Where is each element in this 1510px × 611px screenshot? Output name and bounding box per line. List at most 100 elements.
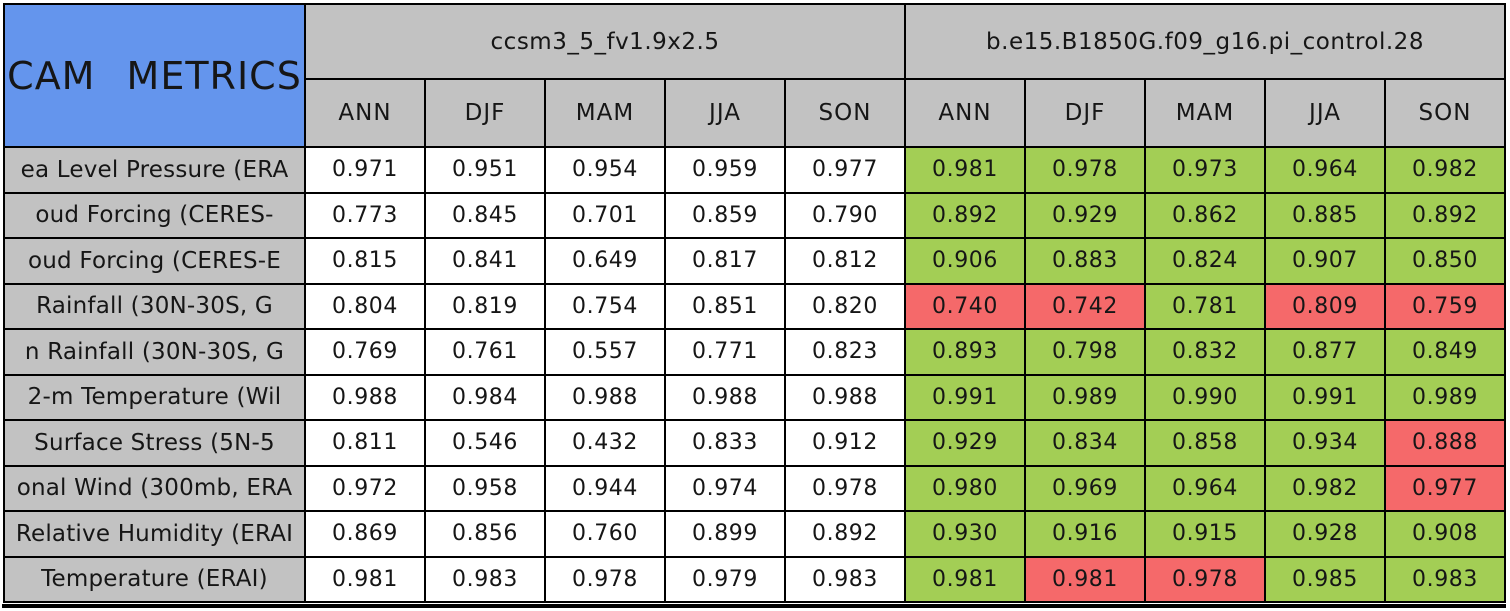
metric-value-cell: 0.912 [786, 421, 906, 467]
metric-value-cell: 0.809 [1266, 284, 1386, 330]
metric-value-cell: 0.916 [1026, 512, 1146, 558]
metric-value-cell: 0.819 [426, 284, 546, 330]
season-header-djf: DJF [426, 80, 546, 148]
metric-value-cell: 0.754 [546, 284, 666, 330]
metric-value-cell: 0.973 [1146, 148, 1266, 194]
metric-value-cell: 0.820 [786, 284, 906, 330]
season-header-mam: MAM [1146, 80, 1266, 148]
metric-value-cell: 0.841 [426, 239, 546, 285]
metric-value-cell: 0.892 [786, 512, 906, 558]
metric-value-cell: 0.977 [1386, 466, 1506, 512]
metric-value-cell: 0.781 [1146, 284, 1266, 330]
season-header-son: SON [1386, 80, 1506, 148]
metric-value-cell: 0.990 [1146, 375, 1266, 421]
metric-value-cell: 0.771 [666, 330, 786, 376]
metric-value-cell: 0.869 [306, 512, 426, 558]
season-header-ann: ANN [306, 80, 426, 148]
metric-value-cell: 0.989 [1386, 375, 1506, 421]
metric-value-cell: 0.964 [1146, 466, 1266, 512]
metric-value-cell: 0.773 [306, 193, 426, 239]
metric-value-cell: 0.760 [546, 512, 666, 558]
metric-value-cell: 0.817 [666, 239, 786, 285]
metric-value-cell: 0.824 [1146, 239, 1266, 285]
metric-value-cell: 0.557 [546, 330, 666, 376]
metric-value-cell: 0.832 [1146, 330, 1266, 376]
metric-value-cell: 0.983 [1386, 557, 1506, 603]
metric-value-cell: 0.432 [546, 421, 666, 467]
metric-value-cell: 0.972 [306, 466, 426, 512]
season-header-son: SON [786, 80, 906, 148]
metric-value-cell: 0.815 [306, 239, 426, 285]
metric-label: n Rainfall (30N-30S, G [5, 330, 306, 376]
metric-label: oud Forcing (CERES- [5, 193, 306, 239]
model-header-ccsm3: ccsm3_5_fv1.9x2.5 [306, 5, 906, 80]
metric-value-cell: 0.858 [1146, 421, 1266, 467]
metric-value-cell: 0.985 [1266, 557, 1386, 603]
metric-value-cell: 0.862 [1146, 193, 1266, 239]
metric-value-cell: 0.978 [1026, 148, 1146, 194]
metric-value-cell: 0.899 [666, 512, 786, 558]
metric-value-cell: 0.769 [306, 330, 426, 376]
metric-value-cell: 0.951 [426, 148, 546, 194]
metric-value-cell: 0.989 [1026, 375, 1146, 421]
metric-value-cell: 0.971 [306, 148, 426, 194]
metric-value-cell: 0.546 [426, 421, 546, 467]
metric-value-cell: 0.981 [306, 557, 426, 603]
metric-value-cell: 0.958 [426, 466, 546, 512]
metric-label: onal Wind (300mb, ERA [5, 466, 306, 512]
metric-value-cell: 0.964 [1266, 148, 1386, 194]
metric-value-cell: 0.906 [906, 239, 1026, 285]
metric-value-cell: 0.761 [426, 330, 546, 376]
metric-value-cell: 0.908 [1386, 512, 1506, 558]
metric-value-cell: 0.893 [906, 330, 1026, 376]
metric-value-cell: 0.851 [666, 284, 786, 330]
metric-value-cell: 0.954 [546, 148, 666, 194]
metric-value-cell: 0.984 [426, 375, 546, 421]
metric-value-cell: 0.981 [906, 557, 1026, 603]
model-header-b-e15: b.e15.B1850G.f09_g16.pi_control.28 [906, 5, 1506, 80]
metric-value-cell: 0.991 [906, 375, 1026, 421]
metric-value-cell: 0.978 [1146, 557, 1266, 603]
season-header-mam: MAM [546, 80, 666, 148]
metric-value-cell: 0.888 [1386, 421, 1506, 467]
metric-value-cell: 0.981 [1026, 557, 1146, 603]
metric-value-cell: 0.983 [426, 557, 546, 603]
season-header-jja: JJA [1266, 80, 1386, 148]
season-header-djf: DJF [1026, 80, 1146, 148]
metric-value-cell: 0.742 [1026, 284, 1146, 330]
metric-value-cell: 0.978 [546, 557, 666, 603]
metric-value-cell: 0.983 [786, 557, 906, 603]
metric-value-cell: 0.929 [906, 421, 1026, 467]
metric-label: ea Level Pressure (ERA [5, 148, 306, 194]
metric-value-cell: 0.991 [1266, 375, 1386, 421]
metric-value-cell: 0.959 [666, 148, 786, 194]
metric-value-cell: 0.798 [1026, 330, 1146, 376]
metric-value-cell: 0.982 [1266, 466, 1386, 512]
metrics-table: CAM METRICS ccsm3_5_fv1.9x2.5 b.e15.B185… [3, 3, 1506, 603]
metric-value-cell: 0.804 [306, 284, 426, 330]
metric-value-cell: 0.833 [666, 421, 786, 467]
season-header-ann: ANN [906, 80, 1026, 148]
metric-value-cell: 0.934 [1266, 421, 1386, 467]
metric-value-cell: 0.892 [1386, 193, 1506, 239]
metric-value-cell: 0.845 [426, 193, 546, 239]
metric-value-cell: 0.823 [786, 330, 906, 376]
metric-value-cell: 0.988 [546, 375, 666, 421]
metric-value-cell: 0.988 [786, 375, 906, 421]
season-header-jja: JJA [666, 80, 786, 148]
metric-value-cell: 0.649 [546, 239, 666, 285]
metric-label: Temperature (ERAI) [5, 557, 306, 603]
metric-value-cell: 0.969 [1026, 466, 1146, 512]
metric-value-cell: 0.979 [666, 557, 786, 603]
metric-value-cell: 0.856 [426, 512, 546, 558]
metric-value-cell: 0.978 [786, 466, 906, 512]
metric-value-cell: 0.883 [1026, 239, 1146, 285]
table-bottom-rule [2, 604, 1506, 608]
metric-value-cell: 0.981 [906, 148, 1026, 194]
metric-label: Rainfall (30N-30S, G [5, 284, 306, 330]
metric-value-cell: 0.850 [1386, 239, 1506, 285]
metric-value-cell: 0.885 [1266, 193, 1386, 239]
metric-value-cell: 0.701 [546, 193, 666, 239]
metric-label: Relative Humidity (ERAI [5, 512, 306, 558]
